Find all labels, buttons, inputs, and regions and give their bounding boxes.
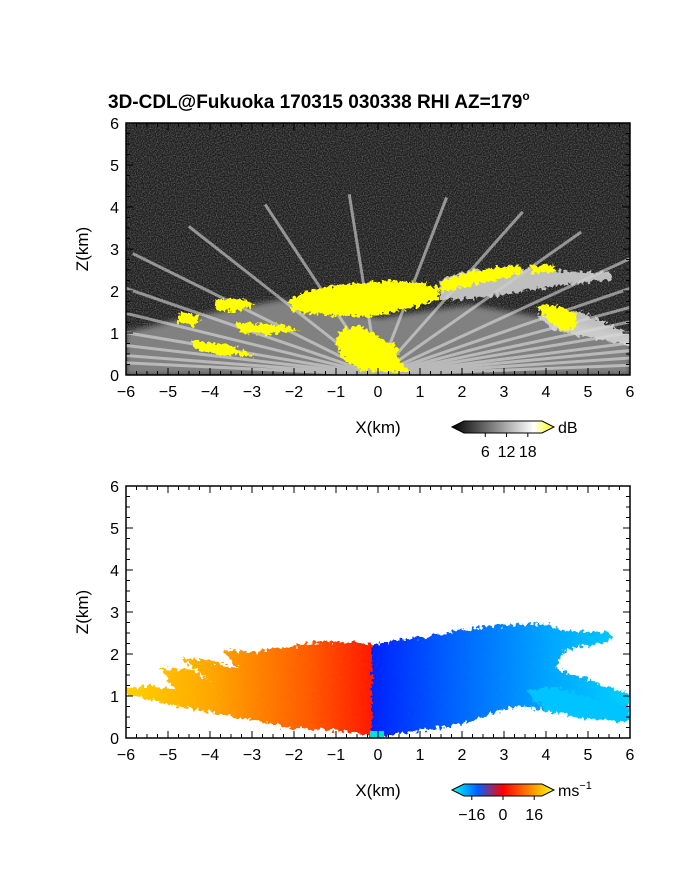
snr-y-tick-label: 3 — [110, 242, 119, 259]
velocity-x-axis-label: X(km) — [355, 781, 400, 800]
snr-colorbar-tick-label: 12 — [498, 444, 516, 461]
snr-x-tick-label: −3 — [243, 384, 261, 401]
velocity-colorbar-bar — [450, 783, 556, 797]
velocity-x-tick-label: 1 — [416, 747, 425, 764]
velocity-ground-spot — [370, 731, 384, 738]
velocity-y-tick-label: 0 — [110, 731, 119, 748]
snr-beam — [377, 363, 630, 375]
velocity-x-tick-label: 4 — [542, 747, 551, 764]
velocity-x-tick-label: −4 — [201, 747, 219, 764]
snr-x-tick-label: −5 — [159, 384, 177, 401]
velocity-colorbar-tick-label: −16 — [458, 807, 485, 824]
velocity-y-tick-label: 6 — [110, 479, 119, 496]
velocity-x-tick-label: 2 — [458, 747, 467, 764]
velocity-y-axis-label: Z(km) — [73, 590, 92, 634]
velocity-y-tick-label: 2 — [110, 647, 119, 664]
velocity-colorbar-tick-label: 0 — [499, 807, 508, 824]
snr-cloud-wing-right — [440, 266, 520, 292]
snr-colorbar-bar — [450, 420, 556, 434]
snr-colorbar: 6 12 18 dB — [450, 420, 578, 461]
velocity-x-tick-label: −6 — [117, 747, 135, 764]
snr-y-tick-label: 1 — [110, 326, 119, 343]
velocity-x-tick-label: −1 — [327, 747, 345, 764]
snr-y-axis-label: Z(km) — [73, 227, 92, 271]
velocity-x-tick-label: −2 — [285, 747, 303, 764]
velocity-negative-x-region — [126, 642, 372, 735]
snr-x-axis-label: X(km) — [355, 418, 400, 437]
snr-colorbar-ticks: 6 12 18 — [481, 433, 537, 461]
snr-beam — [377, 320, 630, 375]
snr-fan-patches — [335, 325, 410, 372]
snr-x-tick-label: −4 — [201, 384, 219, 401]
snr-beams — [126, 193, 630, 375]
snr-colorbar-tick-label: 6 — [481, 444, 490, 461]
snr-beam — [377, 349, 630, 375]
snr-axis-ticks: −6 −5 −4 −3 −2 −1 0 1 2 3 4 5 6 0 1 2 3 4 5 6 — [110, 116, 634, 401]
velocity-x-tick-label: 6 — [626, 747, 635, 764]
snr-cloud-layer — [288, 281, 440, 316]
velocity-colorbar-ticks: −16 0 16 — [458, 796, 543, 824]
snr-right-patch — [535, 305, 578, 330]
snr-beam — [377, 230, 583, 375]
velocity-x-tick-label: −3 — [243, 747, 261, 764]
velocity-y-tick-label: 1 — [110, 689, 119, 706]
snr-beam — [377, 356, 630, 375]
snr-x-tick-label: 2 — [458, 384, 467, 401]
velocity-y-tick-label: 4 — [110, 563, 119, 580]
snr-beam — [377, 331, 630, 375]
snr-y-tick-label: 6 — [110, 116, 119, 133]
velocity-colorbar-unit: ms−1 — [558, 780, 592, 800]
velocity-y-tick-label: 5 — [110, 521, 119, 538]
snr-beam — [377, 341, 630, 375]
snr-beam — [126, 354, 379, 375]
snr-x-tick-label: 1 — [416, 384, 425, 401]
snr-image — [126, 123, 630, 375]
snr-x-tick-label: 3 — [500, 384, 509, 401]
snr-x-tick-label: 6 — [626, 384, 635, 401]
snr-x-tick-label: −6 — [117, 384, 135, 401]
snr-beam — [126, 311, 379, 375]
snr-colorbar-unit: dB — [558, 420, 578, 437]
snr-left-patch — [214, 298, 255, 312]
snr-x-tick-label: −1 — [327, 384, 345, 401]
snr-x-tick-label: 5 — [584, 384, 593, 401]
snr-y-tick-label: 4 — [110, 200, 119, 217]
snr-beam — [126, 361, 379, 375]
snr-beam — [132, 252, 379, 375]
snr-beam — [377, 305, 630, 375]
velocity-x-tick-label: 0 — [374, 747, 383, 764]
velocity-panel: −6 −5 −4 −3 −2 −1 0 1 2 3 4 5 6 0 1 2 3 4 5 6 X(km) Z(km) −… — [73, 479, 635, 824]
snr-x-tick-label: 4 — [542, 384, 551, 401]
snr-colorbar-tick-label: 18 — [519, 444, 537, 461]
snr-beam — [377, 286, 630, 375]
velocity-colorbar: −16 0 16 ms−1 — [450, 780, 592, 824]
velocity-y-tick-label: 3 — [110, 605, 119, 622]
velocity-x-tick-label: 3 — [500, 747, 509, 764]
snr-y-tick-label: 5 — [110, 158, 119, 175]
snr-x-tick-label: 0 — [374, 384, 383, 401]
velocity-colorbar-tick-label: 16 — [525, 807, 543, 824]
velocity-x-tick-label: −5 — [159, 747, 177, 764]
velocity-image — [126, 624, 630, 738]
snr-beam — [126, 344, 379, 375]
snr-low-patches — [178, 312, 300, 356]
snr-cloud-upper-right — [530, 264, 556, 274]
snr-y-tick-label: 0 — [110, 368, 119, 385]
figure-title: 3D-CDL@Fukuoka 170315 030338 RHI AZ=179o — [108, 89, 530, 113]
velocity-axis-ticks: −6 −5 −4 −3 −2 −1 0 1 2 3 4 5 6 0 1 2 3 4 5 6 — [110, 479, 634, 764]
velocity-x-tick-label: 5 — [584, 747, 593, 764]
snr-y-tick-label: 2 — [110, 284, 119, 301]
velocity-right-lobe — [525, 686, 630, 722]
snr-x-tick-label: −2 — [285, 384, 303, 401]
